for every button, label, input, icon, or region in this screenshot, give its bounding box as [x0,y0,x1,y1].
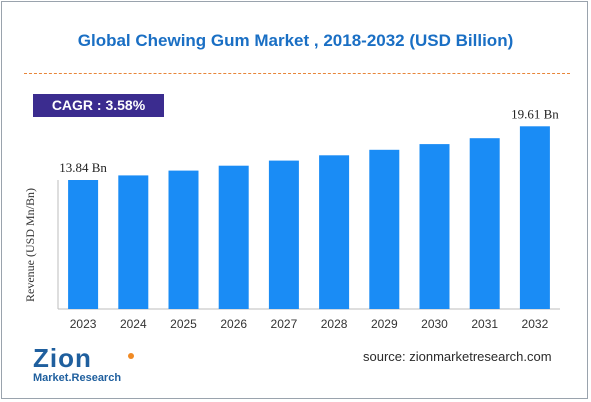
bar-2025 [168,170,199,309]
x-tick-label: 2025 [170,317,197,331]
bar-2024 [118,175,149,309]
x-tick-label: 2030 [421,317,448,331]
logo-wordmark: Zion [33,343,92,373]
bar-2026 [218,165,249,309]
x-tick-label: 2024 [120,317,147,331]
x-tick-label: 2027 [271,317,298,331]
bar-2032 [519,126,550,309]
cagr-badge: CAGR : 3.58% [33,94,164,117]
x-tick-label: 2028 [321,317,348,331]
x-tick-label: 2023 [70,317,97,331]
bar-2027 [268,160,299,309]
logo-accent-mark [128,353,134,359]
data-label-2032: 19.61 Bn [511,106,559,121]
y-axis-label: Revenue (USD Mn/Bn) [23,188,37,302]
x-tick-label: 2031 [471,317,498,331]
title-divider [24,73,570,74]
data-label-2023: 13.84 Bn [59,160,107,175]
zion-logo: Zion Market.Research [33,344,133,394]
source-text: source: zionmarketresearch.com [363,349,552,364]
chart-title: Global Chewing Gum Market , 2018-2032 (U… [77,31,514,50]
bar-2030 [419,144,450,309]
x-tick-label: 2026 [220,317,247,331]
bar-2023 [68,180,99,309]
x-tick-label: 2029 [371,317,398,331]
bar-2029 [369,149,400,309]
x-tick-label: 2032 [522,317,549,331]
bar-2031 [469,138,500,309]
bar-2028 [319,155,350,310]
logo-subtitle: Market.Research [33,372,122,384]
